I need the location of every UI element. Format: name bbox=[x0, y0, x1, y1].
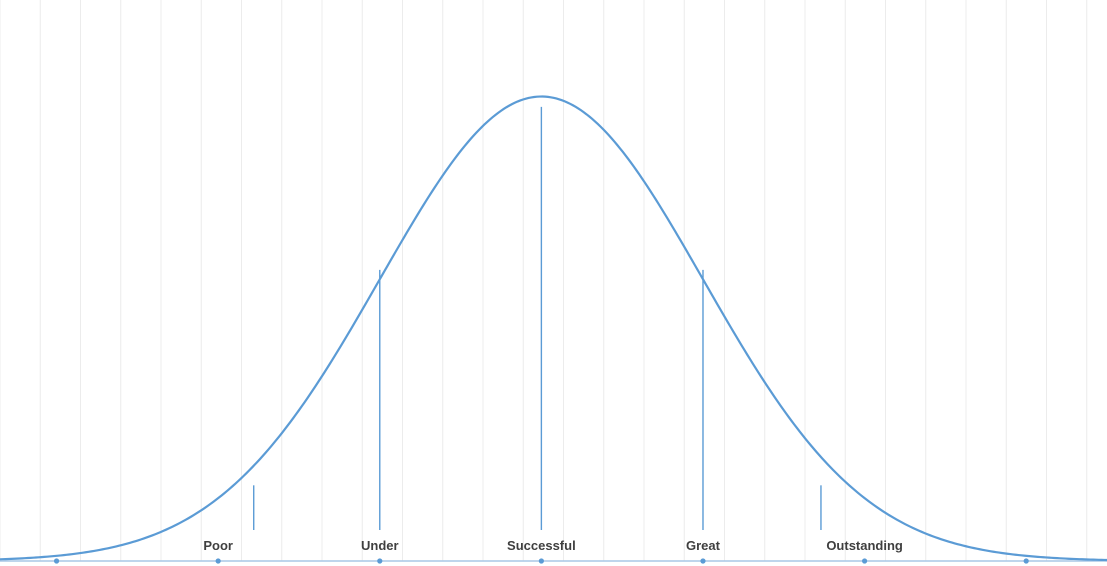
category-labels: Poor Under Successful Great Outstanding bbox=[203, 538, 903, 553]
axis-points bbox=[53, 558, 1029, 564]
axis-point bbox=[215, 558, 221, 564]
axis-point bbox=[700, 558, 706, 564]
axis-point bbox=[377, 558, 383, 564]
category-label-successful: Successful bbox=[507, 538, 576, 553]
axis-point bbox=[53, 558, 60, 564]
grid bbox=[0, 0, 1088, 561]
axis-point bbox=[1023, 558, 1029, 564]
normal-distribution-curve bbox=[0, 95, 1107, 562]
axis-point bbox=[538, 558, 544, 564]
category-label-outstanding: Outstanding bbox=[826, 538, 903, 553]
category-label-poor: Poor bbox=[203, 538, 233, 553]
axis-point bbox=[861, 558, 868, 564]
category-label-great: Great bbox=[686, 538, 721, 553]
category-markers bbox=[253, 106, 822, 530]
category-label-under: Under bbox=[361, 538, 399, 553]
